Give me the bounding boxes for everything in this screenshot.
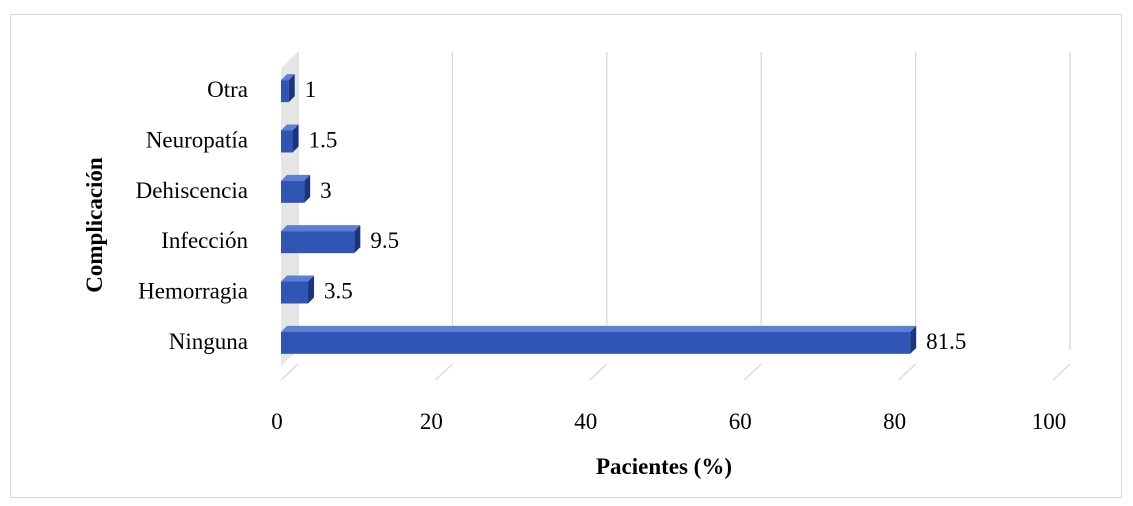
bar-face-4 — [281, 130, 293, 153]
data-label-2: 9.5 — [370, 228, 399, 253]
category-label-5: Otra — [207, 77, 248, 102]
data-labels: 81.5 3.5 9.5 3 1.5 1 — [305, 77, 967, 354]
category-label-0: Ninguna — [169, 329, 248, 354]
bar-2 — [281, 225, 361, 254]
bar-face-5 — [281, 80, 289, 103]
bar-4 — [281, 124, 299, 153]
x-tick-label-0: 0 — [271, 409, 283, 434]
gridlines — [280, 52, 1071, 381]
chart-frame — [10, 14, 1122, 498]
floor-gridline-4 — [898, 363, 917, 381]
bars — [281, 74, 917, 354]
bar-face-1 — [281, 281, 309, 304]
x-tick-labels: 0 20 40 60 80 100 — [271, 409, 1066, 434]
bar-top-3 — [281, 174, 311, 181]
bar-5 — [281, 74, 295, 103]
bar-top-0 — [281, 325, 917, 332]
x-tick-label-5: 100 — [1032, 409, 1067, 434]
bar-side-4 — [292, 124, 299, 153]
category-label-2: Infección — [161, 228, 248, 253]
category-label-1: Hemorragia — [138, 279, 248, 304]
floor-gridline-1 — [434, 363, 453, 381]
bar-3 — [281, 174, 311, 203]
bar-top-4 — [281, 124, 299, 131]
bar-side-1 — [308, 275, 315, 304]
bar-face-2 — [281, 231, 355, 254]
x-tick-label-2: 40 — [574, 409, 597, 434]
bar-top-1 — [281, 275, 315, 282]
bar-face-3 — [281, 180, 305, 203]
floor-gridline-5 — [1052, 363, 1071, 381]
category-label-4: Neuropatía — [146, 128, 248, 153]
bar-0 — [281, 325, 917, 354]
x-tick-label-1: 20 — [420, 409, 443, 434]
bar-side-5 — [288, 74, 295, 103]
x-tick-label-3: 60 — [729, 409, 752, 434]
bar-side-0 — [910, 325, 917, 354]
data-label-0: 81.5 — [926, 329, 966, 354]
x-tick-label-4: 80 — [883, 409, 906, 434]
data-label-5: 1 — [305, 77, 317, 102]
data-label-4: 1.5 — [309, 128, 338, 153]
floor-gridline-0 — [280, 363, 299, 381]
bar-side-2 — [354, 225, 361, 254]
floor-gridline-3 — [743, 363, 762, 381]
y-axis-title: Complicación — [82, 157, 107, 293]
data-label-3: 3 — [320, 178, 332, 203]
data-label-1: 3.5 — [324, 279, 353, 304]
x-axis-title: Pacientes (%) — [596, 454, 732, 479]
category-labels: Ninguna Hemorragia Infección Dehiscencia Neu… — [136, 77, 249, 354]
bar-top-2 — [281, 225, 361, 232]
bar-1 — [281, 275, 315, 304]
bar-top-5 — [281, 74, 295, 81]
bar-side-3 — [304, 174, 311, 203]
bar-face-0 — [281, 331, 911, 354]
floor-gridline-2 — [589, 363, 608, 381]
category-label-3: Dehiscencia — [136, 178, 248, 203]
